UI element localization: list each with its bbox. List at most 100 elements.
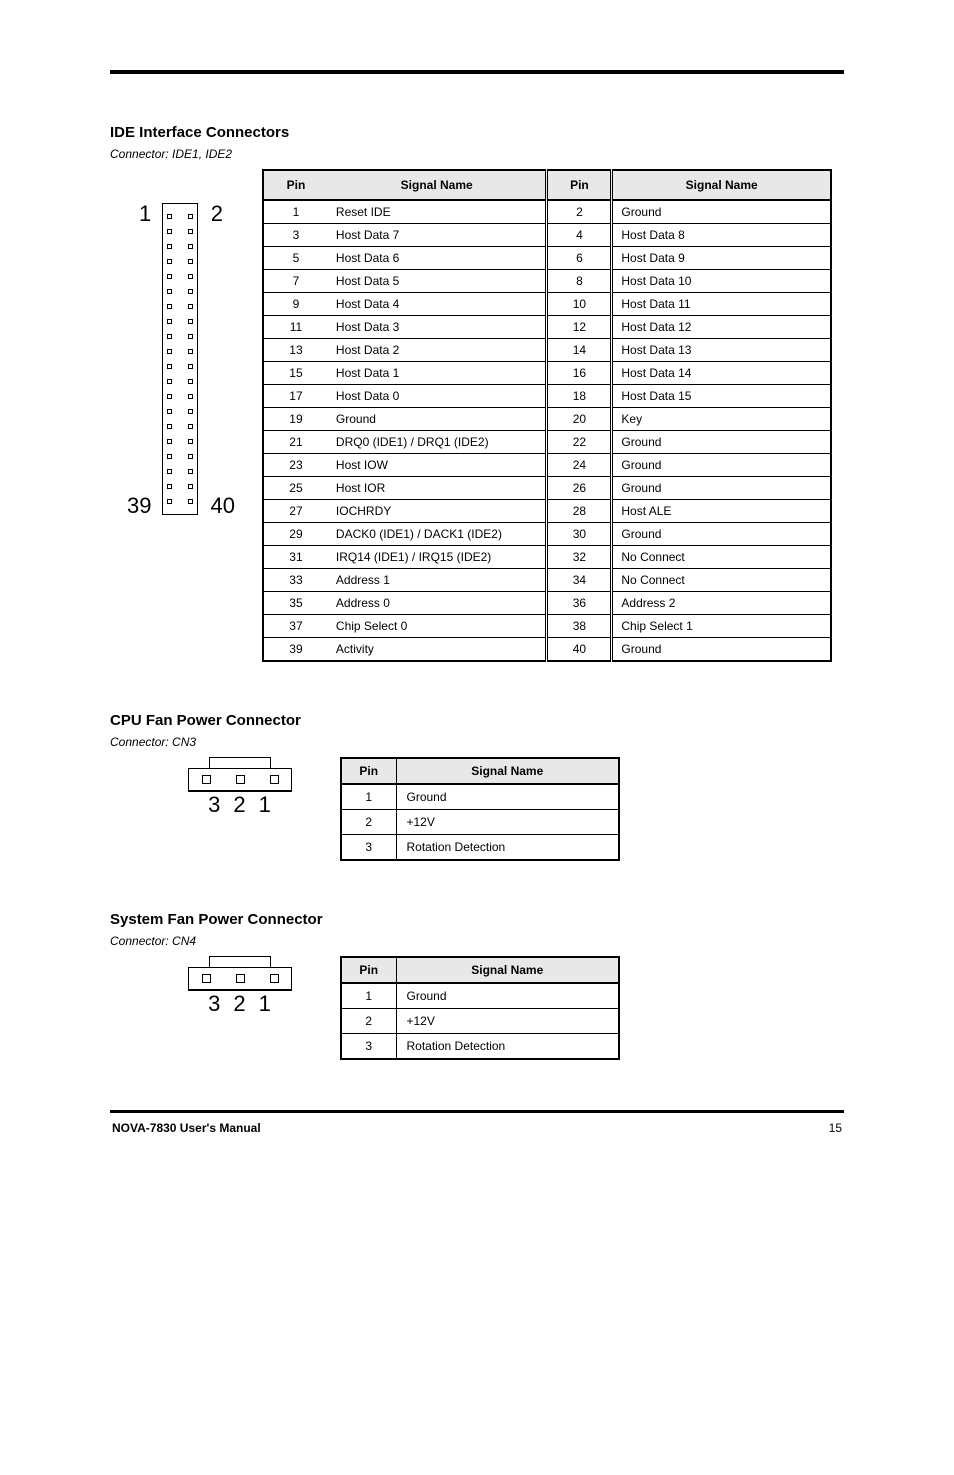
- pin-cell: 7: [263, 270, 328, 293]
- signal-cell: Ground: [612, 431, 831, 454]
- pin-cell: 25: [263, 477, 328, 500]
- connector-row: [167, 239, 193, 254]
- signal-cell: Rotation Detection: [396, 1034, 619, 1060]
- pin-cell: 20: [547, 408, 612, 431]
- sys-fan-th-signal: Signal Name: [396, 957, 619, 983]
- connector-pad: [167, 334, 172, 339]
- pin-cell: 6: [547, 247, 612, 270]
- table-row: 31IRQ14 (IDE1) / IRQ15 (IDE2)32No Connec…: [263, 546, 831, 569]
- connector-pad: [167, 214, 172, 219]
- cpu-fan-th-pin: Pin: [341, 758, 396, 784]
- ide-th-signal-b: Signal Name: [612, 170, 831, 200]
- pin-cell: 3: [341, 1034, 396, 1060]
- table-row: 2+12V: [341, 810, 619, 835]
- pin-cell: 29: [263, 523, 328, 546]
- connector-pad: [188, 364, 193, 369]
- connector-row: [167, 254, 193, 269]
- signal-cell: Host Data 12: [612, 316, 831, 339]
- signal-cell: Activity: [328, 638, 547, 662]
- ide-subtitle: Connector: IDE1, IDE2: [110, 147, 844, 161]
- table-row: 1Ground: [341, 983, 619, 1009]
- ide-pin-label-40: 40: [211, 493, 235, 519]
- pin-cell: 2: [547, 200, 612, 224]
- signal-cell: Reset IDE: [328, 200, 547, 224]
- connector-row: [167, 314, 193, 329]
- cpu-fan-section: CPU Fan Power Connector Connector: CN3 3…: [110, 712, 844, 861]
- pin-cell: 23: [263, 454, 328, 477]
- table-row: 1Reset IDE2Ground: [263, 200, 831, 224]
- connector-row: [167, 494, 193, 509]
- footer-page-number: 15: [829, 1121, 842, 1135]
- table-row: 15Host Data 116Host Data 14: [263, 362, 831, 385]
- pin-cell: 34: [547, 569, 612, 592]
- sys-fan-section: System Fan Power Connector Connector: CN…: [110, 911, 844, 1060]
- connector-pad: [188, 214, 193, 219]
- signal-cell: DRQ0 (IDE1) / DRQ1 (IDE2): [328, 431, 547, 454]
- connector-row: [167, 389, 193, 404]
- cpu-fan-table: Pin Signal Name 1Ground2+12V3Rotation De…: [340, 757, 620, 861]
- signal-cell: Ground: [612, 200, 831, 224]
- table-row: 25Host IOR26Ground: [263, 477, 831, 500]
- connector-pad: [188, 379, 193, 384]
- connector-row: [167, 344, 193, 359]
- ide-th-pin-a: Pin: [263, 170, 328, 200]
- connector-pad: [188, 259, 193, 264]
- signal-cell: Key: [612, 408, 831, 431]
- connector-pad: [188, 304, 193, 309]
- signal-cell: Ground: [612, 523, 831, 546]
- signal-cell: Host Data 10: [612, 270, 831, 293]
- signal-cell: Ground: [396, 983, 619, 1009]
- signal-cell: Chip Select 0: [328, 615, 547, 638]
- table-row: 9Host Data 410Host Data 11: [263, 293, 831, 316]
- connector-row: [167, 434, 193, 449]
- pin-cell: 1: [341, 983, 396, 1009]
- pin-cell: 8: [547, 270, 612, 293]
- signal-cell: Host Data 15: [612, 385, 831, 408]
- connector-row: [167, 449, 193, 464]
- pin-cell: 4: [547, 224, 612, 247]
- connector-pad: [167, 259, 172, 264]
- table-row: 3Host Data 74Host Data 8: [263, 224, 831, 247]
- signal-cell: Host Data 14: [612, 362, 831, 385]
- connector-pad: [188, 424, 193, 429]
- pin-cell: 13: [263, 339, 328, 362]
- ide-th-signal-a: Signal Name: [328, 170, 547, 200]
- pin-cell: 16: [547, 362, 612, 385]
- table-row: 17Host Data 018Host Data 15: [263, 385, 831, 408]
- signal-cell: +12V: [396, 810, 619, 835]
- sys-fan-th-pin: Pin: [341, 957, 396, 983]
- pin-cell: 12: [547, 316, 612, 339]
- signal-cell: IOCHRDY: [328, 500, 547, 523]
- pin-cell: 11: [263, 316, 328, 339]
- pin-cell: 3: [341, 835, 396, 861]
- pin-cell: 32: [547, 546, 612, 569]
- pin-cell: 31: [263, 546, 328, 569]
- ide-section: IDE Interface Connectors Connector: IDE1…: [110, 124, 844, 662]
- connector-pad: [167, 394, 172, 399]
- signal-cell: DACK0 (IDE1) / DACK1 (IDE2): [328, 523, 547, 546]
- pin-cell: 10: [547, 293, 612, 316]
- sys-fan-connector-diagram: 321: [180, 956, 300, 1017]
- connector-pad: [188, 334, 193, 339]
- table-row: 7Host Data 58Host Data 10: [263, 270, 831, 293]
- table-row: 5Host Data 66Host Data 9: [263, 247, 831, 270]
- ide-title: IDE Interface Connectors: [110, 124, 844, 141]
- signal-cell: Ground: [612, 477, 831, 500]
- pin-cell: 27: [263, 500, 328, 523]
- connector-pad: [167, 499, 172, 504]
- signal-cell: Host ALE: [612, 500, 831, 523]
- connector-pad: [188, 409, 193, 414]
- ide-connector-diagram: 1 2 39 40: [110, 169, 250, 515]
- connector-row: [167, 329, 193, 344]
- table-row: 37Chip Select 038Chip Select 1: [263, 615, 831, 638]
- pin-cell: 17: [263, 385, 328, 408]
- connector-pad: [188, 484, 193, 489]
- connector-row: [167, 404, 193, 419]
- cpu-fan-th-signal: Signal Name: [396, 758, 619, 784]
- pin-cell: 30: [547, 523, 612, 546]
- page-footer: NOVA-7830 User's Manual 15: [110, 1113, 844, 1135]
- signal-cell: Ground: [612, 638, 831, 662]
- signal-cell: Host Data 8: [612, 224, 831, 247]
- signal-cell: Host Data 5: [328, 270, 547, 293]
- connector-pad: [167, 424, 172, 429]
